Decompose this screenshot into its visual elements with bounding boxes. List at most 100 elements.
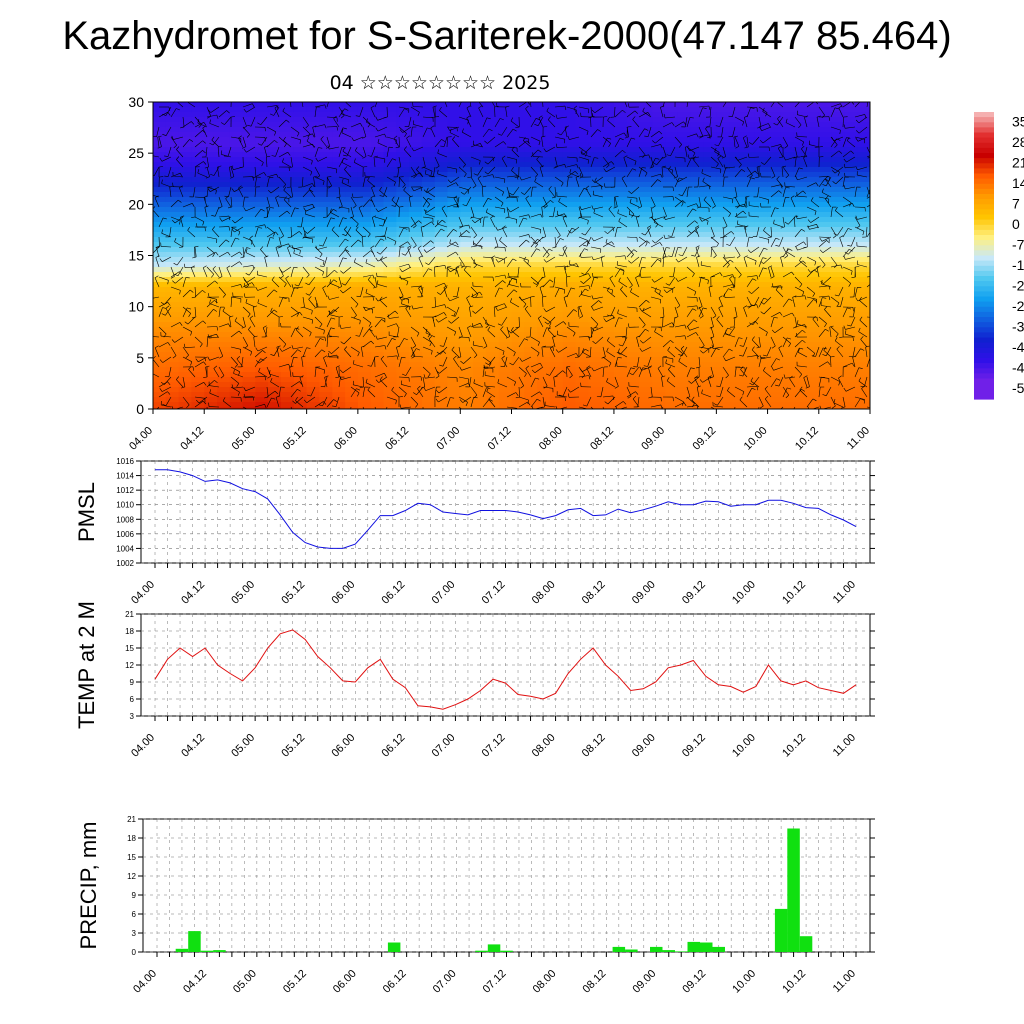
heatmap-cell xyxy=(562,237,577,243)
heatmap-cell xyxy=(498,322,513,328)
wind-barb-feather xyxy=(430,125,435,129)
heatmap-cell xyxy=(806,142,820,148)
heatmap-cell xyxy=(485,272,500,278)
heatmap-cell xyxy=(306,322,320,328)
wind-barb-feather xyxy=(351,137,355,141)
heatmap-cell xyxy=(703,162,717,168)
heatmap-cell xyxy=(396,377,410,383)
wind-barb-feather xyxy=(262,350,266,354)
heatmap-cell xyxy=(690,392,705,398)
heatmap-cell xyxy=(690,107,705,113)
wind-barb xyxy=(398,305,409,308)
heatmap-cell xyxy=(498,307,513,313)
heatmap-cell xyxy=(293,232,308,238)
heatmap-cell xyxy=(293,337,308,343)
heatmap-cell xyxy=(473,302,487,308)
wind-barb xyxy=(248,329,256,338)
heatmap-cell xyxy=(229,302,244,308)
heatmap-cell xyxy=(293,237,308,243)
wind-barb xyxy=(218,239,227,248)
heatmap-cell xyxy=(677,267,692,273)
heatmap-cell xyxy=(818,157,833,163)
heatmap-cell xyxy=(754,197,769,203)
heatmap-cell xyxy=(806,102,820,108)
wind-barb xyxy=(230,346,241,350)
wind-barb-feather xyxy=(339,324,342,329)
wind-barb-feather xyxy=(409,195,414,198)
wind-barb-feather xyxy=(319,338,324,341)
heatmap-cell xyxy=(191,217,205,223)
heatmap-cell xyxy=(332,402,346,408)
heatmap-cell xyxy=(281,407,295,409)
heatmap-cell xyxy=(524,117,538,123)
heatmap-cell xyxy=(242,382,256,388)
wind-barb-feather xyxy=(311,160,313,165)
heatmap-cell xyxy=(511,322,525,328)
heatmap-cell xyxy=(639,267,653,273)
heatmap-cell xyxy=(857,297,870,303)
heatmap-cell xyxy=(703,297,717,303)
heatmap-cell xyxy=(191,102,205,108)
heatmap-cell xyxy=(204,407,218,409)
heatmap-cell xyxy=(665,372,679,378)
heatmap-cell xyxy=(242,342,256,348)
heatmap-cell xyxy=(153,212,167,218)
heatmap-cell xyxy=(217,237,231,243)
heatmap-cell xyxy=(191,297,205,303)
wind-barb-feather xyxy=(340,341,345,345)
heatmap-cell xyxy=(434,192,449,198)
heatmap-cell xyxy=(549,102,564,108)
heatmap-cell xyxy=(844,127,858,133)
heatmap-cell xyxy=(831,312,845,318)
heatmap-cell xyxy=(729,357,743,363)
heatmap-cell xyxy=(729,372,743,378)
heatmap-cell xyxy=(652,207,666,213)
wind-barb xyxy=(233,373,244,378)
wind-barb-feather xyxy=(345,249,350,252)
heatmap-cell xyxy=(588,392,602,398)
heatmap-cell xyxy=(409,207,423,213)
heatmap-cell xyxy=(383,322,397,328)
heatmap-cell xyxy=(562,142,577,148)
heatmap-cell xyxy=(690,232,705,238)
heatmap-cell xyxy=(357,262,372,268)
heatmap-cell xyxy=(217,127,231,133)
wind-barb xyxy=(410,348,417,358)
heatmap-cell xyxy=(549,297,564,303)
wind-barb-feather xyxy=(301,96,305,97)
heatmap-cell xyxy=(818,332,833,338)
heatmap-cell xyxy=(229,152,244,158)
heatmap-cell xyxy=(844,287,858,293)
heatmap-cell xyxy=(857,187,870,193)
heatmap-cell xyxy=(178,367,192,373)
heatmap-cell xyxy=(306,232,320,238)
heatmap-cell xyxy=(281,382,295,388)
heatmap-cell xyxy=(652,152,666,158)
heatmap-cell xyxy=(242,187,256,193)
heatmap-cell xyxy=(242,327,256,333)
heatmap-cell xyxy=(421,227,436,233)
heatmap-cell xyxy=(613,177,628,183)
heatmap-cell xyxy=(831,122,845,128)
heatmap-cell xyxy=(703,357,717,363)
heatmap-cell xyxy=(690,112,705,118)
wind-barb xyxy=(326,217,332,228)
heatmap-cell xyxy=(498,137,513,143)
heatmap-cell xyxy=(729,187,743,193)
wind-barb-feather xyxy=(264,224,267,229)
heatmap-cell xyxy=(754,407,769,409)
heatmap-cell xyxy=(460,107,474,113)
heatmap-cell xyxy=(806,202,820,208)
heatmap-cell xyxy=(729,177,743,183)
heatmap-cell xyxy=(601,182,615,188)
wind-barb xyxy=(338,276,342,287)
heatmap-cell xyxy=(677,262,692,268)
heatmap-cell xyxy=(357,182,372,188)
heatmap-cell xyxy=(767,397,781,403)
wind-barb xyxy=(330,212,340,218)
heatmap-cell xyxy=(818,267,833,273)
wind-barb xyxy=(282,266,292,273)
heatmap-cell xyxy=(357,367,372,373)
heatmap-cell xyxy=(601,137,615,143)
heatmap-cell xyxy=(665,362,679,368)
